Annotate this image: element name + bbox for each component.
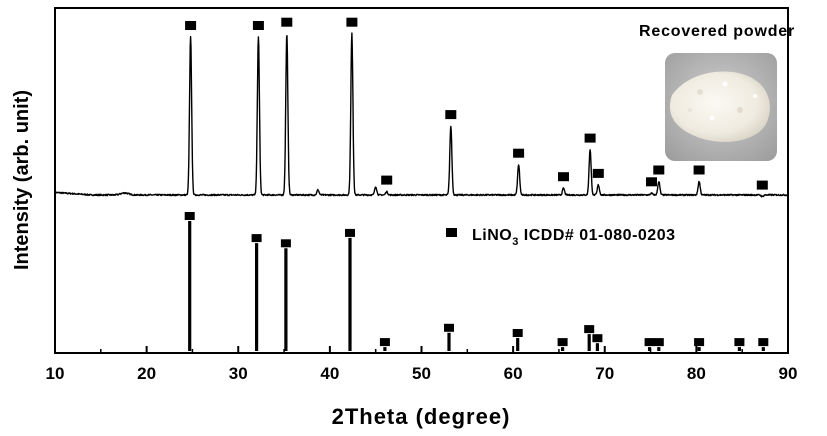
recovered-peak-marker-12 [646,177,657,187]
reference-peak-marker-10 [644,338,655,347]
x-tick-label-3: 40 [320,364,339,383]
reference-peak-marker-7 [557,338,568,347]
reference-peak-marker-14 [758,338,769,347]
reference-peak-marker-1 [251,234,262,243]
recovered-peak-marker-6 [381,175,393,185]
reference-peak-marker-5 [444,323,454,332]
legend: LiNO3 ICDD# 01-080-0203 [446,227,675,248]
recovered-peak-marker-10 [584,133,596,143]
reference-peak-marker-3 [345,228,355,237]
reference-peak-marker-13 [734,338,745,347]
recovered-peak-marker-14 [693,165,705,175]
recovered-pattern-line [54,32,789,198]
x-tick-label-1: 20 [137,364,156,383]
reference-peak-marker-2 [280,239,291,248]
x-axis-title: 2Theta (degree) [332,404,511,429]
reference-peak-marker-0 [184,212,195,220]
recovered-peak-marker-11 [592,168,604,178]
recovered-peak-markers [185,17,768,190]
recovered-peak-marker-0 [185,21,197,30]
legend-formula: LiNO [472,227,512,244]
x-tick-label-7: 80 [687,364,706,383]
recovered-peak-marker-9 [558,172,569,182]
powder-photo-inset [665,53,777,161]
x-tick-label-5: 60 [504,364,523,383]
x-tick-label-4: 50 [412,364,431,383]
legend-formula-subscript: 3 [512,236,519,248]
reference-peak-marker-4 [379,338,390,347]
x-tick-label-2: 30 [229,364,248,383]
recovered-peak-marker-7 [445,110,457,120]
x-axis-ticks [54,346,789,353]
recovered-peak-marker-2 [281,17,293,27]
reference-peak-marker-9 [592,334,603,343]
svg-text:LiNO3 ICDD# 01-080-0203: LiNO3 ICDD# 01-080-0203 [472,227,675,248]
reference-peak-marker-12 [694,338,705,347]
x-axis-tick-labels: 10 20 30 40 50 60 70 80 90 [46,364,798,383]
sample-label: Recovered powder [639,23,795,40]
x-tick-label-6: 70 [595,364,614,383]
recovered-peak-marker-15 [756,180,768,190]
x-tick-label-0: 10 [46,364,65,383]
x-tick-label-8: 90 [779,364,798,383]
legend-reference: ICDD# 01-080-0203 [519,227,676,244]
y-axis-title: Intensity (arb. unit) [11,90,33,270]
recovered-peak-marker-4 [346,17,358,27]
reference-peak-markers [184,212,769,347]
recovered-peak-marker-13 [653,165,665,175]
reference-peak-marker-6 [512,329,523,337]
reference-peak-marker-8 [584,325,595,334]
legend-marker [446,228,457,237]
reference-peak-marker-11 [653,338,664,347]
recovered-peak-marker-1 [252,21,264,30]
recovered-peak-marker-8 [513,148,525,158]
